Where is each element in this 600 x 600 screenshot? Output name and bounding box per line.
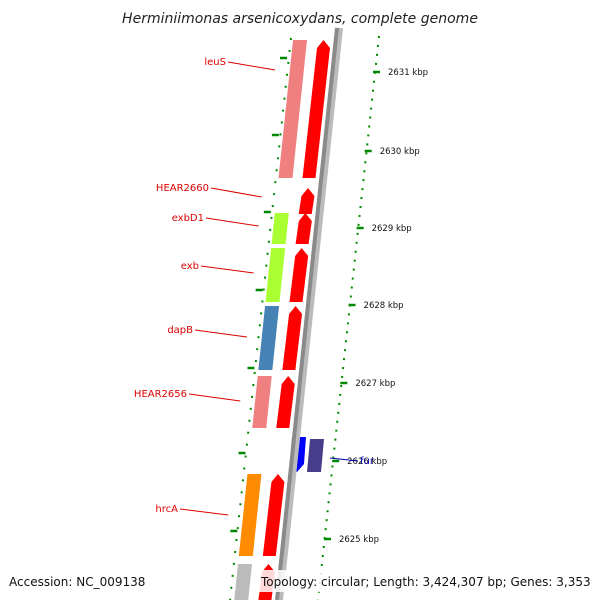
gene-leader-line xyxy=(329,457,359,462)
gene-label-hrcA[interactable]: hrcA xyxy=(155,504,178,515)
gene-feature-leuS xyxy=(278,40,307,178)
gene-leader-line xyxy=(227,61,276,71)
genome-backbone-shadow xyxy=(277,27,343,600)
gene-label-exb[interactable]: exb xyxy=(181,261,199,272)
gene-label-fur[interactable]: fur xyxy=(360,456,375,467)
gene-label-HEAR2660[interactable]: HEAR2660 xyxy=(156,183,209,194)
gene-track-partner xyxy=(276,376,295,428)
gene-leader-line xyxy=(205,217,259,227)
accession-text: Accession: NC_009138 xyxy=(9,575,145,589)
gene-labels: leuS HEAR2660 exbD1 exb dapB HEAR2656 fur hrcA xyxy=(134,57,375,516)
gene-label-dapB[interactable]: dapB xyxy=(167,325,193,336)
genome-backbone xyxy=(275,27,339,600)
gene-features xyxy=(234,40,330,600)
gene-leader-line xyxy=(194,329,248,338)
gene-feature-dapB xyxy=(258,306,280,370)
gene-track-partner xyxy=(302,40,330,178)
scale-tick-label: 2627 kbp xyxy=(355,379,395,389)
gene-feature-hrcA xyxy=(238,474,262,556)
scale-tick-label: 2631 kbp xyxy=(388,68,428,78)
gene-track-partner xyxy=(289,248,309,302)
inner-dotted-guide xyxy=(229,37,292,600)
scale-tick-label: 2630 kbp xyxy=(380,147,420,157)
gene-leader-line xyxy=(210,187,262,198)
gene-label-leuS[interactable]: leuS xyxy=(204,57,226,68)
gene-feature-HEAR2656 xyxy=(252,376,272,428)
scale-tick-label: 2625 kbp xyxy=(339,535,379,545)
gene-label-exbD1[interactable]: exbD1 xyxy=(172,213,204,224)
topology-text: Topology: circular; Length: 3,424,307 bp… xyxy=(260,575,591,589)
gene-leader-line xyxy=(188,393,241,402)
scale-tick-label: 2628 kbp xyxy=(364,301,404,311)
map-title: Herminiimonas arsenicoxydans, complete g… xyxy=(122,11,478,27)
scale-tick-label: 2626 kbp xyxy=(347,457,387,467)
gene-feature-exb xyxy=(265,248,286,302)
gene-leader-line xyxy=(200,265,254,274)
gene-track-partner xyxy=(298,188,315,214)
gene-track-partner xyxy=(262,474,285,556)
gene-feature-exbD1 xyxy=(271,213,289,244)
gene-label-HEAR2656[interactable]: HEAR2656 xyxy=(134,389,187,400)
scale-ticks: 2631 kbp 2630 kbp 2629 kbp 2628 kbp 2627 kbp… xyxy=(230,56,428,545)
gene-track-partner xyxy=(282,306,303,370)
scale-tick-label: 2629 kbp xyxy=(372,224,412,234)
gene-partner-fur xyxy=(307,439,324,472)
gene-leader-line xyxy=(179,508,229,516)
gene-feature xyxy=(234,564,252,600)
gene-track-partner xyxy=(295,213,312,244)
footer-backdrop xyxy=(255,570,600,592)
